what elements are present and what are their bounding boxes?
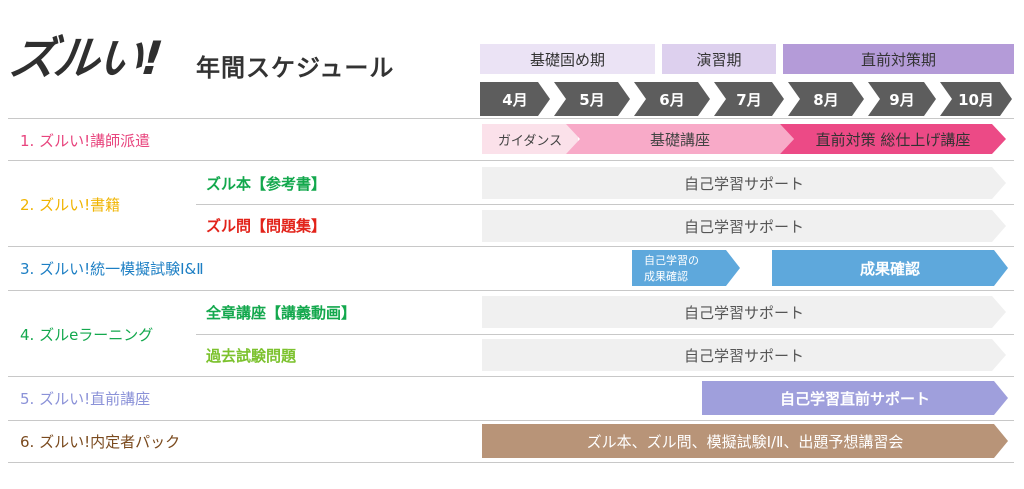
bar-self-study-support: 自己学習サポート [482,296,1006,328]
divider [8,462,1014,463]
bar-guidance: ガイダンス [482,124,578,154]
bar-mid-check: 自己学習の 成果確認 [632,250,740,286]
row-label-elearning: 4. ズルeラーニング [20,325,154,344]
phase-final: 直前対策期 [783,44,1014,74]
bar-final-course: 直前対策 総仕上げ講座 [780,124,1006,154]
bar-final-support: 自己学習直前サポート [702,381,1008,415]
month-jul: 7月 [714,82,784,116]
row-label-mock-exam: 3. ズルい!統一模擬試験Ⅰ&Ⅱ [20,259,204,278]
row-label-offer-pack: 6. ズルい!内定者パック [20,432,181,451]
bar-offer-pack: ズル本、ズル問、模擬試験Ⅰ/Ⅱ、出題予想講習会 [482,424,1008,458]
divider [8,160,1014,161]
logo: ズルい! [6,31,164,85]
bar-self-study-support: 自己学習サポート [482,167,1006,199]
divider [8,246,1014,247]
bar-mid-check-line1: 自己学習の [644,254,699,267]
divider [196,204,1014,205]
month-sep: 9月 [868,82,936,116]
divider [196,334,1014,335]
bar-mid-check-line2: 成果確認 [644,270,688,283]
divider [8,376,1014,377]
phase-basic: 基礎固め期 [480,44,655,74]
month-apr: 4月 [480,82,550,116]
row-label-books: 2. ズルい!書籍 [20,195,121,214]
month-oct: 10月 [940,82,1012,116]
sublabel-reference-book: ズル本【参考書】 [206,174,327,193]
divider [8,118,1014,119]
month-jun: 6月 [634,82,710,116]
page-title: 年間スケジュール [196,54,395,82]
month-aug: 8月 [788,82,864,116]
sublabel-past-exams: 過去試験問題 [206,346,297,365]
sublabel-problem-book: ズル問【問題集】 [206,216,327,235]
bar-self-study-support: 自己学習サポート [482,210,1006,242]
bar-self-study-support: 自己学習サポート [482,339,1006,371]
phase-practice: 演習期 [662,44,776,74]
row-label-final-course: 5. ズルい!直前講座 [20,389,151,408]
divider [8,420,1014,421]
divider [8,290,1014,291]
row-label-instructor: 1. ズルい!講師派遣 [20,131,151,150]
sublabel-video-course: 全章講座【講義動画】 [206,303,357,322]
bar-basic-course: 基礎講座 [566,124,794,154]
month-may: 5月 [554,82,630,116]
bar-result-check: 成果確認 [772,250,1008,286]
